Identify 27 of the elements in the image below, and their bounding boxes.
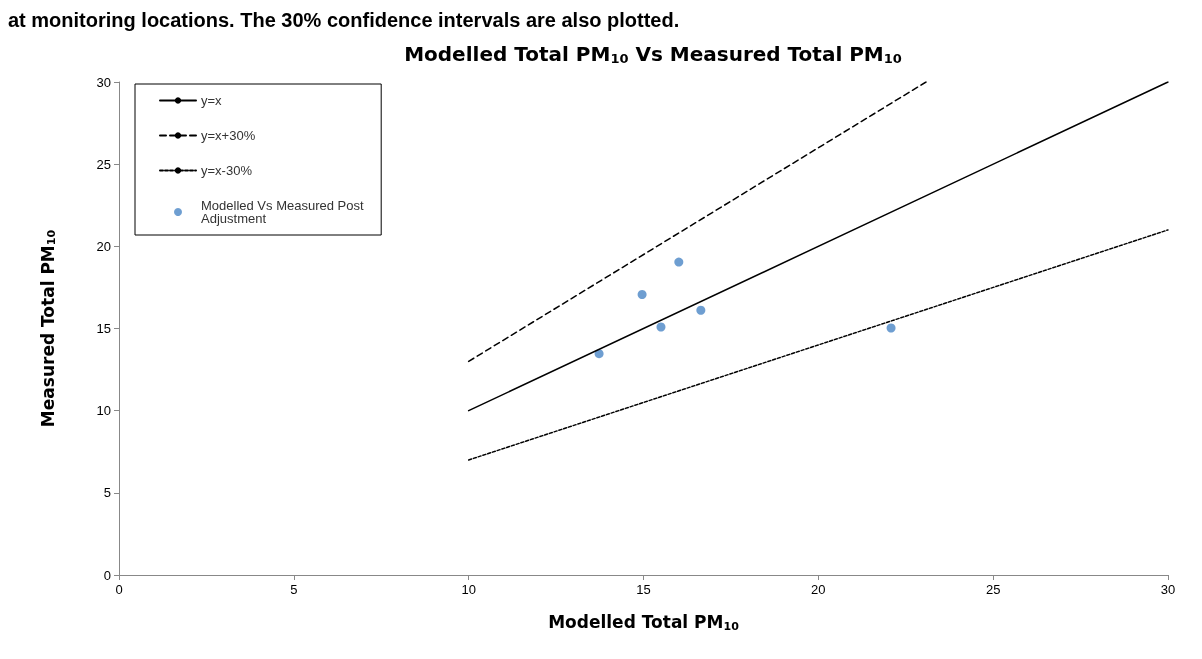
x-tick-label: 15 <box>636 582 651 597</box>
x-tick-label: 25 <box>985 582 1001 597</box>
y-tick-label: 20 <box>96 238 111 254</box>
y-tick-label: 5 <box>103 485 111 501</box>
x-tick-label: 20 <box>811 582 826 597</box>
x-tick-label: 10 <box>461 582 476 597</box>
text: at monitoring locations. The 30% confidence intervals are also plotted. <box>8 9 680 31</box>
x-tick-label: 30 <box>1160 582 1176 597</box>
y-axis-title: Measured Total PM10 <box>37 229 58 428</box>
y-tick-label: 25 <box>96 156 111 172</box>
chart-title: Modelled Total PM10 Vs Measured Total PM10 <box>404 42 902 66</box>
legend-label: y=x-30% <box>201 163 253 178</box>
legend-label: Modelled Vs Measured Post Adjustment <box>201 198 368 226</box>
legend-label: y=x <box>201 93 223 108</box>
point <box>696 305 706 315</box>
x-axis-title: Modelled Total PM10 <box>548 612 740 633</box>
y-tick-label: 15 <box>96 321 111 336</box>
y-tick-label: 0 <box>103 567 111 583</box>
point <box>637 289 647 299</box>
legend-label: y=x+30% <box>201 128 256 143</box>
y-tick-label: 10 <box>96 403 111 419</box>
point <box>656 322 666 332</box>
y-tick-label: 30 <box>96 74 111 90</box>
point <box>674 257 684 267</box>
x-tick-label: 5 <box>290 582 298 597</box>
x-tick-label: 0 <box>115 582 123 597</box>
point <box>886 323 896 333</box>
